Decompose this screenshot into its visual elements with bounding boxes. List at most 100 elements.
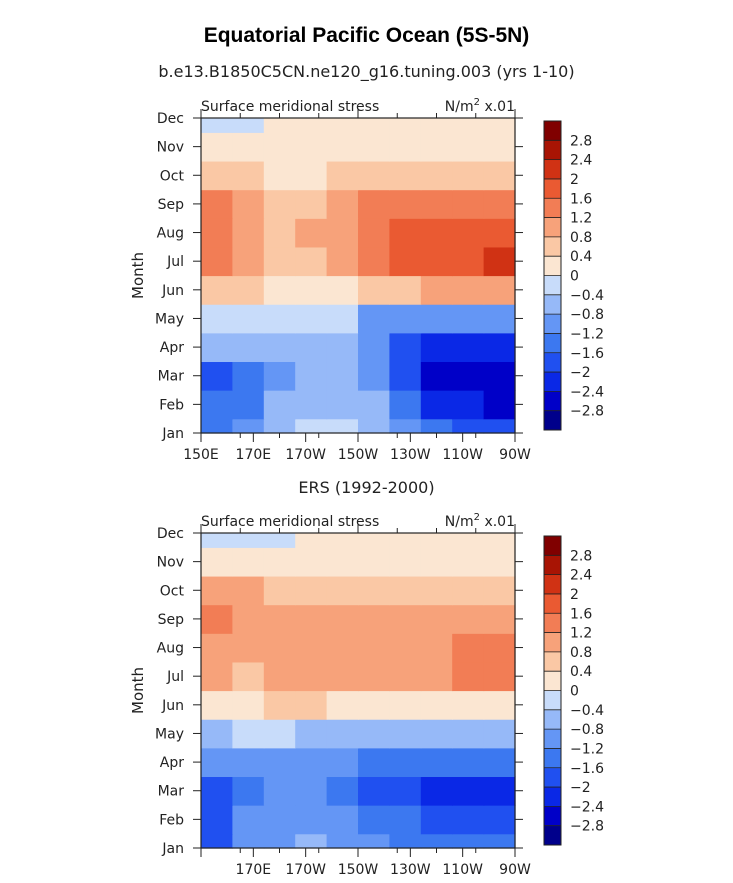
- field-cell: [483, 246, 516, 277]
- field-cell: [483, 418, 516, 434]
- field-cell: [420, 218, 453, 248]
- left-label: Surface meridional stress: [201, 514, 379, 530]
- field-cell: [452, 246, 485, 277]
- colorbar-label: −2.4: [570, 384, 604, 400]
- field: [201, 118, 516, 434]
- field-cell: [232, 747, 265, 778]
- field-cell: [452, 189, 485, 219]
- field-cell: [389, 690, 422, 720]
- colorbar-label: 0: [570, 269, 579, 285]
- field-cell: [420, 833, 453, 849]
- y-tick-label: Sep: [158, 197, 185, 213]
- colorbar-label: −2: [570, 365, 591, 381]
- field-cell: [263, 189, 296, 219]
- field-cell: [263, 604, 296, 634]
- field-cell: [389, 633, 422, 663]
- field-cell: [389, 719, 422, 749]
- colorbar-swatch: [544, 372, 561, 392]
- field-cell: [232, 719, 265, 749]
- colorbar-label: −1.6: [570, 346, 604, 362]
- field-cell: [420, 604, 453, 634]
- field-cell: [263, 275, 296, 305]
- field-cell: [232, 547, 265, 577]
- field-cell: [420, 160, 453, 191]
- y-tick-label: Aug: [157, 226, 184, 242]
- field-cell: [326, 533, 359, 548]
- field-cell: [420, 418, 453, 434]
- field-cell: [326, 661, 359, 692]
- colorbar-swatch: [544, 593, 561, 614]
- field-cell: [452, 575, 485, 606]
- field-cell: [420, 246, 453, 277]
- field-cell: [201, 633, 233, 663]
- field-cell: [389, 747, 422, 778]
- field-cell: [389, 132, 422, 162]
- field-cell: [326, 160, 359, 191]
- field-cell: [326, 604, 359, 634]
- field-cell: [483, 747, 516, 778]
- field-cell: [420, 805, 453, 835]
- field-cell: [358, 332, 390, 363]
- colorbar-swatch: [544, 651, 561, 672]
- field-cell: [295, 690, 328, 720]
- field-cell: [295, 418, 328, 434]
- x-tick-label: 150E: [183, 447, 219, 463]
- colorbar-swatch: [544, 159, 561, 180]
- field-cell: [263, 118, 296, 133]
- field-cell: [389, 160, 422, 191]
- x-tick-label: 110W: [442, 447, 483, 463]
- y-tick-label: Jan: [161, 426, 184, 442]
- field-cell: [452, 833, 485, 849]
- field-cell: [420, 390, 453, 420]
- y-tick-label: Jul: [166, 669, 184, 685]
- field-cell: [295, 275, 328, 305]
- y-tick-label: Dec: [157, 111, 184, 127]
- field-cell: [201, 304, 233, 334]
- field-cell: [358, 776, 390, 806]
- x-tick-label: 170E: [236, 447, 272, 463]
- field-cell: [420, 776, 453, 806]
- field-cell: [232, 805, 265, 835]
- field-cell: [358, 747, 390, 778]
- field-cell: [232, 218, 265, 248]
- field-cell: [326, 747, 359, 778]
- field-cell: [358, 833, 390, 849]
- colorbar-label: 1.6: [570, 191, 592, 207]
- field-cell: [389, 805, 422, 835]
- field-cell: [326, 776, 359, 806]
- field-cell: [452, 275, 485, 305]
- field-cell: [483, 189, 516, 219]
- field-cell: [201, 332, 233, 363]
- field-cell: [263, 304, 296, 334]
- field-cell: [420, 361, 453, 391]
- field-cell: [389, 332, 422, 363]
- y-tick-label: Dec: [157, 526, 184, 542]
- field-cell: [389, 118, 422, 133]
- field-cell: [201, 661, 233, 692]
- y-axis-title: Month: [129, 667, 147, 714]
- field-cell: [263, 719, 296, 749]
- field-cell: [263, 218, 296, 248]
- field-cell: [295, 390, 328, 420]
- field-cell: [326, 833, 359, 849]
- field-cell: [358, 118, 390, 133]
- field-cell: [483, 661, 516, 692]
- colorbar-label: −2.8: [570, 819, 604, 835]
- colorbar-label: 2.8: [570, 133, 592, 149]
- panel-1-subtitle: b.e13.B1850C5CN.ne120_g16.tuning.003 (yr…: [158, 62, 575, 81]
- panel-2-chart: Jan Feb Mar Apr May Jun Jul Aug Sep Oct Nov Dec 170E…: [129, 512, 604, 878]
- field-cell: [483, 361, 516, 391]
- colorbar-swatch: [544, 709, 561, 730]
- field-cell: [201, 218, 233, 248]
- field-cell: [326, 690, 359, 720]
- field-cell: [420, 575, 453, 606]
- field-cell: [358, 533, 390, 548]
- field-cell: [452, 361, 485, 391]
- field-cell: [201, 275, 233, 305]
- field-cell: [201, 690, 233, 720]
- field-cell: [452, 776, 485, 806]
- colorbar-label: −0.4: [570, 288, 604, 304]
- colorbar: −2.8 −2.4 −2 −1.6 −1.2 −0.8 −0.4 0 0.4 0.8 1.2 1.6 2…: [543, 535, 604, 846]
- field-cell: [483, 604, 516, 634]
- colorbar-swatch: [544, 632, 561, 653]
